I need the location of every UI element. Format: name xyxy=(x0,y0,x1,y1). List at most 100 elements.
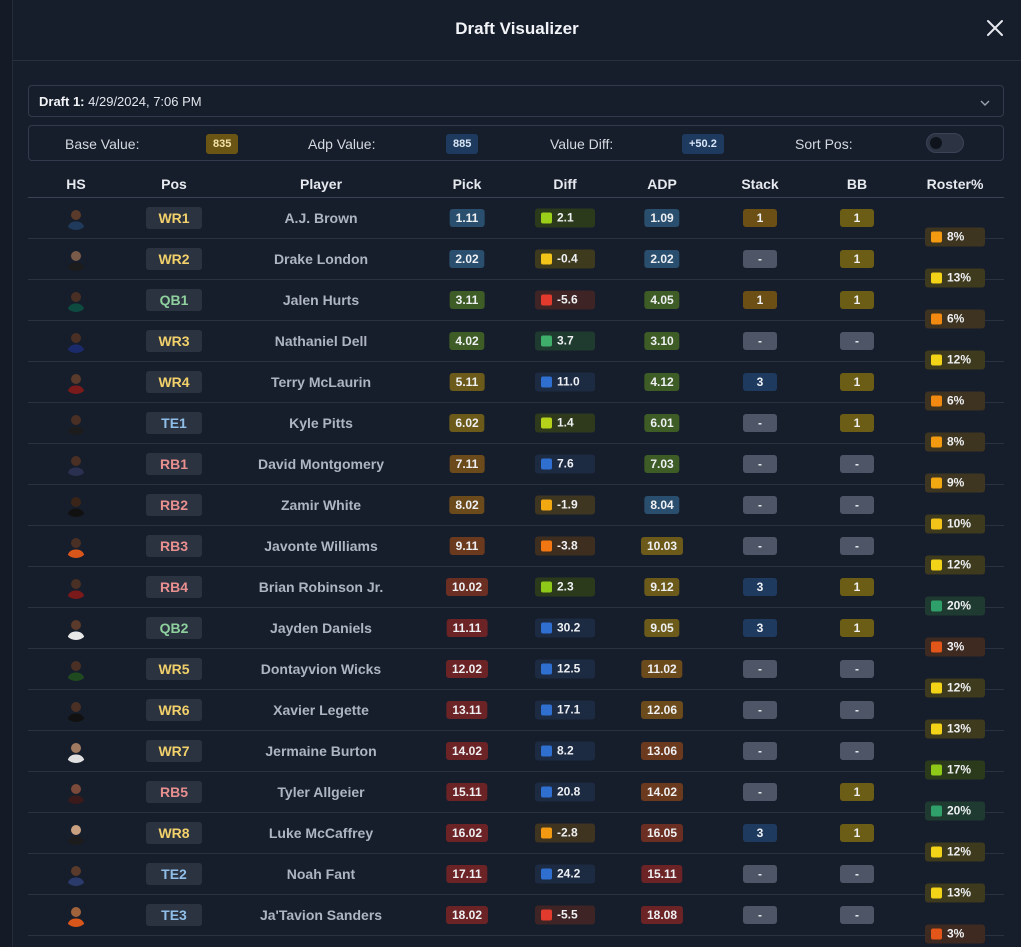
table-row[interactable]: WR8 Luke McCaffrey 16.02 -2.8 16.05 3 1 12% xyxy=(28,813,1004,862)
roster-indicator xyxy=(931,354,942,366)
position-badge: WR8 xyxy=(146,822,202,844)
bb-badge: - xyxy=(840,537,874,555)
diff-value: 3.7 xyxy=(557,333,574,348)
player-headshot xyxy=(64,862,88,886)
pick-badge: 13.11 xyxy=(446,701,488,719)
roster-indicator xyxy=(931,313,942,325)
col-player[interactable]: Player xyxy=(299,176,343,192)
player-headshot xyxy=(64,903,88,927)
adp-badge: 4.05 xyxy=(644,291,680,309)
roster-indicator xyxy=(931,846,942,858)
col-hs[interactable]: HS xyxy=(66,176,86,192)
position-badge: WR2 xyxy=(146,248,202,270)
table-row[interactable]: WR2 Drake London 2.02 -0.4 2.02 - 1 13% xyxy=(28,239,1004,288)
col-pos[interactable]: Pos xyxy=(161,176,187,192)
player-name: Dontayvion Wicks xyxy=(260,661,382,677)
diff-value: -0.4 xyxy=(557,251,578,266)
table-row[interactable]: RB1 David Montgomery 7.11 7.6 7.03 - - 9% xyxy=(28,444,1004,493)
player-headshot xyxy=(64,575,88,599)
diff-badge: -3.8 xyxy=(535,536,595,556)
adp-badge: 13.06 xyxy=(640,742,684,760)
table-row[interactable]: WR1 A.J. Brown 1.11 2.1 1.09 1 1 8% xyxy=(28,198,1004,247)
close-icon[interactable] xyxy=(985,18,1005,38)
roster-badge: 3% xyxy=(925,924,985,944)
position-badge: RB3 xyxy=(146,535,202,557)
pick-badge: 14.02 xyxy=(445,742,489,760)
diff-badge: 2.3 xyxy=(535,577,595,597)
stack-badge: 3 xyxy=(743,373,777,391)
adp-badge: 11.02 xyxy=(641,660,683,678)
roster-badge: 8% xyxy=(925,432,985,452)
player-headshot xyxy=(64,739,88,763)
bb-badge: 1 xyxy=(840,414,874,432)
stack-badge: 1 xyxy=(743,209,777,227)
roster-indicator xyxy=(931,600,942,612)
stack-badge: - xyxy=(743,537,777,555)
roster-badge: 12% xyxy=(925,678,985,698)
roster-indicator xyxy=(931,559,942,571)
diff-value: 2.1 xyxy=(557,210,574,225)
bb-badge: 1 xyxy=(840,373,874,391)
roster-badge: 9% xyxy=(925,473,985,493)
col-stack[interactable]: Stack xyxy=(741,176,779,192)
sort-pos-toggle[interactable] xyxy=(926,133,964,153)
col-pick[interactable]: Pick xyxy=(452,176,482,192)
table-row[interactable]: TE3 Ja'Tavion Sanders 18.02 -5.5 18.08 - - 3% xyxy=(28,895,1004,944)
adp-badge: 6.01 xyxy=(644,414,680,432)
table-row[interactable]: RB2 Zamir White 8.02 -1.9 8.04 - - 10% xyxy=(28,485,1004,534)
diff-value: 24.2 xyxy=(557,866,581,881)
adp-badge: 4.12 xyxy=(644,373,680,391)
diff-badge: -5.5 xyxy=(535,905,595,925)
toggle-knob xyxy=(930,137,942,149)
table-row[interactable]: WR3 Nathaniel Dell 4.02 3.7 3.10 - - 12% xyxy=(28,321,1004,370)
adp-badge: 14.02 xyxy=(640,783,684,801)
roster-badge: 13% xyxy=(925,883,985,903)
table-row[interactable]: RB4 Brian Robinson Jr. 10.02 2.3 9.12 3 1 20% xyxy=(28,567,1004,616)
modal-title: Draft Visualizer xyxy=(455,19,579,38)
table-row[interactable]: TE1 Kyle Pitts 6.02 1.4 6.01 - 1 8% xyxy=(28,403,1004,452)
position-badge: QB1 xyxy=(146,289,202,311)
position-badge: TE1 xyxy=(146,412,202,434)
position-badge: WR6 xyxy=(146,699,202,721)
diff-value: 8.2 xyxy=(557,743,574,758)
adp-badge: 9.12 xyxy=(644,578,680,596)
col-adp[interactable]: ADP xyxy=(647,176,677,192)
col-diff[interactable]: Diff xyxy=(553,176,577,192)
player-headshot xyxy=(64,657,88,681)
bb-badge: 1 xyxy=(840,250,874,268)
stack-badge: - xyxy=(743,414,777,432)
roster-value: 12% xyxy=(947,557,972,572)
position-badge: WR4 xyxy=(146,371,202,393)
position-badge: QB2 xyxy=(146,617,202,639)
chevron-down-icon xyxy=(979,96,991,114)
diff-indicator xyxy=(541,335,552,347)
table-row[interactable]: WR5 Dontayvion Wicks 12.02 12.5 11.02 - - 12% xyxy=(28,649,1004,698)
bb-badge: - xyxy=(840,496,874,514)
table-row[interactable]: WR4 Terry McLaurin 5.11 11.0 4.12 3 1 6% xyxy=(28,362,1004,411)
player-headshot xyxy=(64,206,88,230)
diff-badge: 11.0 xyxy=(535,372,595,392)
table-row[interactable]: WR6 Xavier Legette 13.11 17.1 12.06 - - 13% xyxy=(28,690,1004,739)
draft-select-prefix: Draft 1: xyxy=(39,94,85,109)
col-roster[interactable]: Roster% xyxy=(926,176,984,192)
diff-indicator xyxy=(541,540,552,552)
adp-value-badge: 885 xyxy=(446,134,479,154)
roster-value: 6% xyxy=(947,311,965,326)
value-diff-badge: +50.2 xyxy=(682,134,724,154)
table-row[interactable]: WR7 Jermaine Burton 14.02 8.2 13.06 - - 17% xyxy=(28,731,1004,780)
table-row[interactable]: RB3 Javonte Williams 9.11 -3.8 10.03 - - 12% xyxy=(28,526,1004,575)
player-name: Brian Robinson Jr. xyxy=(258,579,384,595)
table-row[interactable]: RB5 Tyler Allgeier 15.11 20.8 14.02 - 1 20% xyxy=(28,772,1004,821)
draft-select[interactable]: Draft 1: 4/29/2024, 7:06 PM xyxy=(28,85,1004,117)
bb-badge: 1 xyxy=(840,824,874,842)
diff-value: -5.5 xyxy=(557,907,578,922)
pick-badge: 10.02 xyxy=(445,578,489,596)
table-row[interactable]: TE2 Noah Fant 17.11 24.2 15.11 - - 13% xyxy=(28,854,1004,903)
table-row[interactable]: QB1 Jalen Hurts 3.11 -5.6 4.05 1 1 6% xyxy=(28,280,1004,329)
diff-indicator xyxy=(541,417,552,429)
table-row[interactable]: QB2 Jayden Daniels 11.11 30.2 9.05 3 1 3% xyxy=(28,608,1004,657)
col-bb[interactable]: BB xyxy=(846,176,868,192)
player-name: Terry McLaurin xyxy=(270,374,372,390)
adp-badge: 3.10 xyxy=(644,332,680,350)
stack-badge: - xyxy=(743,332,777,350)
